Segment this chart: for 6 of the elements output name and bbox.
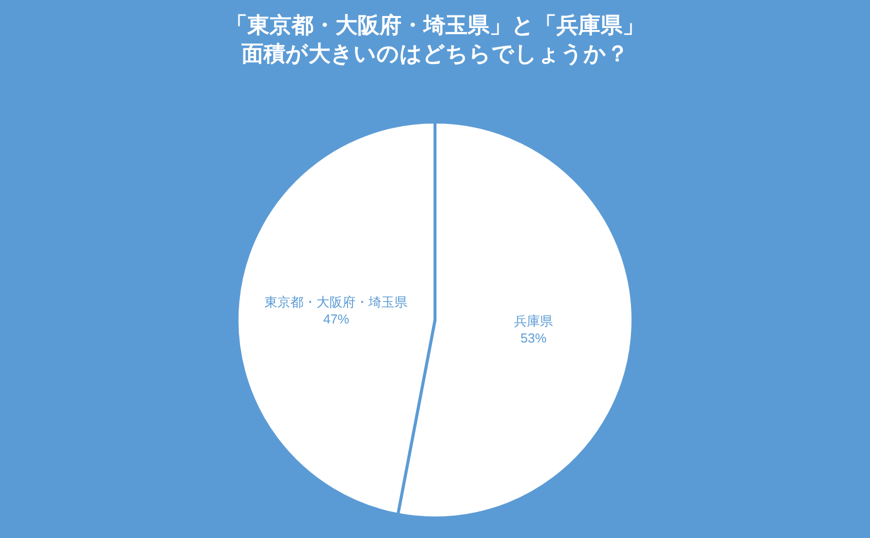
chart-subtitle: 面積が大きいのはどちらでしょうか？ (240, 40, 628, 66)
data-label: 53% (520, 330, 548, 346)
chart-title: 「東京都・大阪府・埼玉県」と「兵庫県」 (226, 12, 644, 38)
slice-label: 兵庫県 (514, 313, 554, 328)
slice-label: 東京都・大阪府・埼玉県 (264, 294, 408, 310)
data-label: 47% (323, 312, 350, 327)
